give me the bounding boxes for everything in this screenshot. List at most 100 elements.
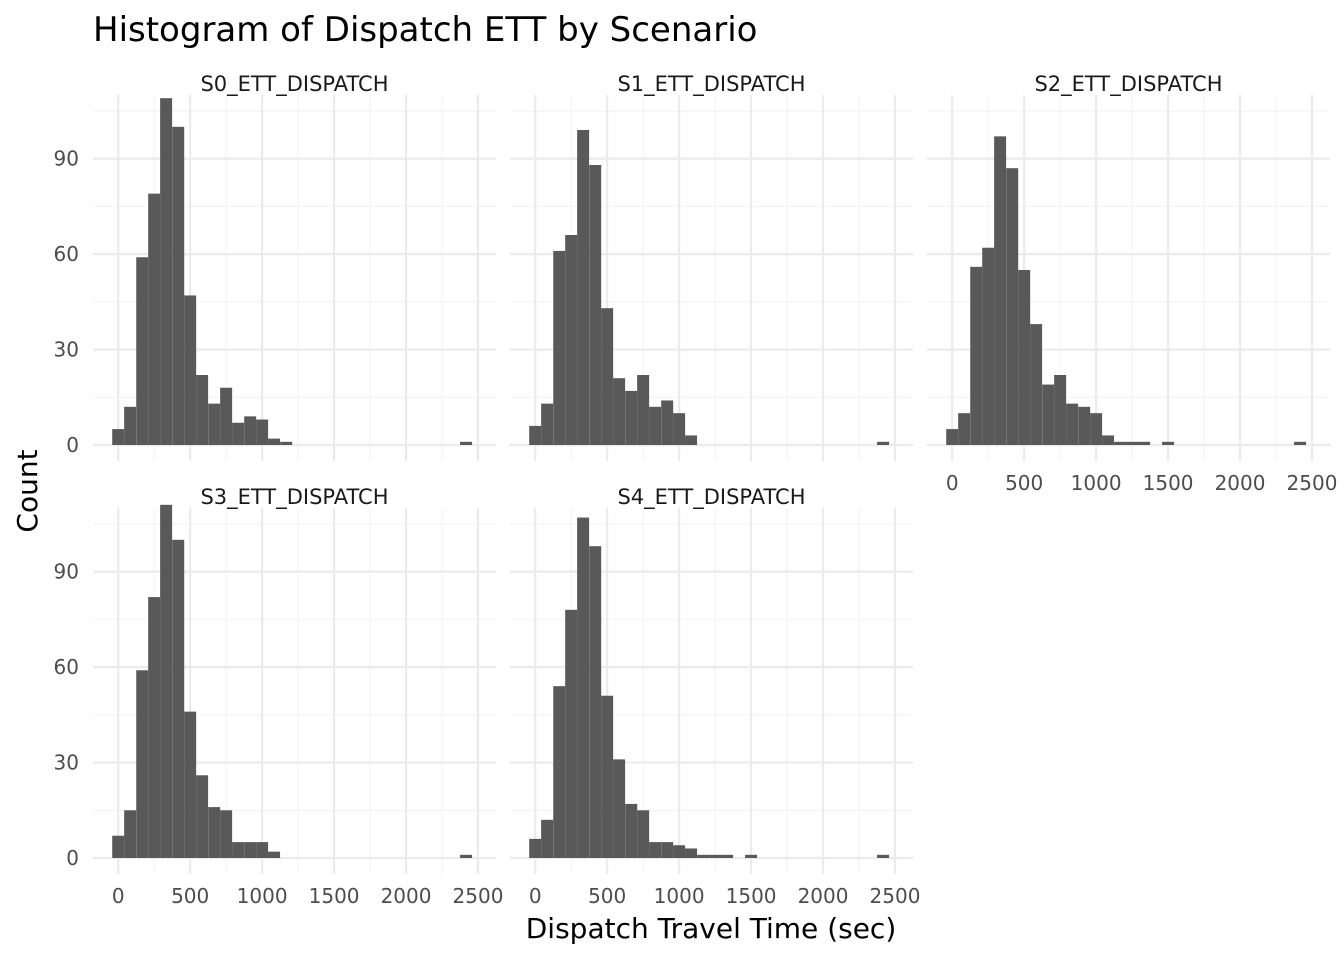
histogram-bar: [877, 854, 890, 858]
histogram-bar: [1162, 441, 1175, 445]
histogram-bar: [673, 845, 686, 858]
histogram-bar: [745, 854, 758, 858]
y-axis-title: Count: [11, 449, 44, 532]
histogram-bar: [661, 842, 674, 858]
facet-panel-3: S3_ETT_DISPATCH 0 30 60 90 0 500 1000 1500 2000 25…: [54, 485, 504, 908]
histogram-bar: [529, 838, 542, 858]
y-tick-label: 90: [54, 560, 79, 584]
histogram-bar: [1054, 375, 1067, 445]
histogram-bar: [529, 425, 542, 445]
histogram-bar: [970, 266, 983, 445]
histogram-bar: [136, 670, 149, 858]
histogram-bar: [589, 165, 602, 445]
histogram-bar: [232, 422, 245, 445]
histogram-bar: [577, 517, 590, 858]
histogram-bar: [160, 98, 173, 445]
histogram-bar: [625, 390, 638, 445]
histogram-bar: [541, 819, 554, 858]
histogram-bar: [877, 441, 890, 445]
histogram-bar: [1102, 435, 1115, 445]
histogram-bar: [1042, 384, 1055, 445]
histogram-bar: [148, 597, 161, 858]
histogram-bar: [649, 406, 662, 445]
facet-strip-label: S0_ETT_DISPATCH: [200, 72, 388, 97]
histogram-bar: [565, 235, 578, 445]
histogram-bar: [709, 854, 722, 858]
histogram-bar: [124, 810, 137, 858]
histogram-bar: [1294, 441, 1307, 445]
histogram-bar: [112, 429, 125, 445]
histogram-bar: [994, 136, 1007, 445]
histogram-bar: [637, 375, 650, 445]
y-tick-label: 30: [54, 751, 79, 775]
histogram-bar: [244, 842, 257, 858]
facet-strip-label: S2_ETT_DISPATCH: [1034, 72, 1222, 97]
x-tick-label: 500: [1005, 471, 1043, 495]
histogram-bar: [661, 400, 674, 445]
x-tick-label: 0: [112, 884, 125, 908]
histogram-bar: [613, 759, 626, 858]
histogram-bar: [649, 842, 662, 858]
facet-panel-4: S4_ETT_DISPATCH 0 500 1000 1500 2000 2500: [510, 485, 920, 908]
histogram-bar: [946, 429, 959, 445]
histogram-bar: [172, 126, 185, 446]
histogram-bar: [1066, 403, 1079, 445]
histogram-bar: [1078, 406, 1091, 445]
histogram-bar: [637, 810, 650, 858]
histogram-bar: [124, 406, 137, 445]
histogram-bar: [268, 438, 281, 445]
x-tick-label: 1000: [237, 884, 288, 908]
histogram-bar: [553, 686, 566, 858]
histogram-bar: [1114, 441, 1127, 445]
facet-strip-label: S4_ETT_DISPATCH: [617, 485, 805, 510]
x-tick-label: 2000: [381, 884, 432, 908]
histogram-bar: [625, 803, 638, 858]
histogram-bar: [1030, 324, 1043, 445]
histogram-bar: [160, 504, 173, 858]
histogram-bar: [541, 403, 554, 445]
histogram-bar: [208, 403, 221, 445]
x-tick-label: 2000: [1215, 471, 1266, 495]
x-tick-label: 0: [529, 884, 542, 908]
histogram-bar: [172, 539, 185, 858]
x-tick-label: 1500: [726, 884, 777, 908]
histogram-bar: [721, 854, 734, 858]
histogram-bar: [136, 257, 149, 445]
histogram-bar: [1018, 270, 1031, 445]
histogram-bar: [220, 387, 233, 445]
histogram-bar: [589, 546, 602, 858]
histogram-bar: [220, 810, 233, 858]
x-tick-label: 1000: [1071, 471, 1122, 495]
x-tick-label: 0: [946, 471, 959, 495]
chart-title: Histogram of Dispatch ETT by Scenario: [93, 10, 757, 50]
facet-panel-0: S0_ETT_DISPATCH 0 30 60 90: [54, 72, 496, 461]
x-tick-label: 2500: [453, 884, 504, 908]
histogram-bar: [184, 711, 197, 858]
histogram-bar: [268, 851, 281, 858]
facet-panels: S0_ETT_DISPATCH 0 30 60 90 S1_ETT_DISPATCH S2_…: [54, 72, 1338, 908]
x-axis-title: Dispatch Travel Time (sec): [526, 912, 897, 945]
histogram-bar: [256, 842, 269, 858]
histogram-bar: [685, 848, 698, 858]
x-tick-label: 1000: [654, 884, 705, 908]
x-tick-label: 1500: [309, 884, 360, 908]
histogram-bar: [232, 842, 245, 858]
x-tick-label: 1500: [1143, 471, 1194, 495]
histogram-bar: [982, 247, 995, 445]
histogram-bar: [1126, 441, 1139, 445]
histogram-bar: [577, 130, 590, 445]
facet-panel-1: S1_ETT_DISPATCH: [510, 72, 913, 461]
histogram-bar: [1138, 441, 1151, 445]
x-tick-label: 500: [588, 884, 626, 908]
histogram-bar: [460, 441, 473, 445]
histogram-bar: [112, 835, 125, 858]
histogram-bar: [553, 250, 566, 445]
histogram-bar: [697, 854, 710, 858]
x-tick-label: 2500: [870, 884, 921, 908]
histogram-bar: [1090, 413, 1103, 445]
histogram-bar: [208, 807, 221, 858]
facet-strip-label: S1_ETT_DISPATCH: [617, 72, 805, 97]
histogram-bar: [685, 435, 698, 445]
histogram-bar: [613, 378, 626, 445]
